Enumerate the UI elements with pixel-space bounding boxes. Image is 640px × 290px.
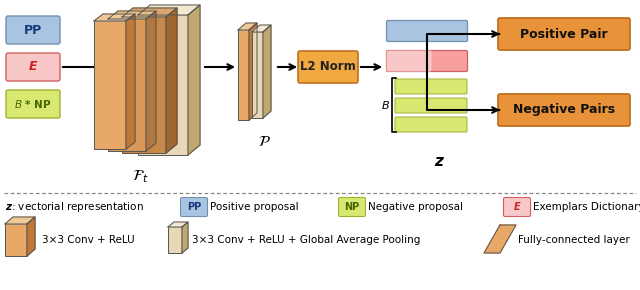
Text: 3×3 Conv + ReLU + Global Average Pooling: 3×3 Conv + ReLU + Global Average Pooling: [192, 235, 420, 245]
FancyBboxPatch shape: [504, 197, 531, 217]
Text: Positive proposal: Positive proposal: [210, 202, 299, 212]
Text: 3×3 Conv + ReLU: 3×3 Conv + ReLU: [42, 235, 134, 245]
FancyBboxPatch shape: [498, 18, 630, 50]
Text: $\mathcal{P}$: $\mathcal{P}$: [257, 135, 271, 149]
FancyBboxPatch shape: [387, 50, 431, 72]
Text: $B$ * NP: $B$ * NP: [14, 98, 52, 110]
Text: E: E: [514, 202, 520, 212]
FancyBboxPatch shape: [387, 21, 467, 41]
Polygon shape: [146, 11, 156, 151]
Text: Negative Pairs: Negative Pairs: [513, 104, 615, 117]
Polygon shape: [263, 25, 271, 118]
Polygon shape: [94, 14, 135, 21]
Text: L2 Norm: L2 Norm: [300, 61, 356, 73]
Text: PP: PP: [24, 23, 42, 37]
Polygon shape: [252, 25, 271, 32]
Polygon shape: [182, 222, 188, 253]
Polygon shape: [108, 11, 156, 19]
Polygon shape: [249, 23, 257, 120]
Bar: [108, 19, 146, 151]
FancyBboxPatch shape: [6, 90, 60, 118]
Polygon shape: [27, 217, 35, 256]
Polygon shape: [126, 14, 135, 149]
Polygon shape: [138, 5, 200, 15]
Bar: [168, 227, 182, 253]
Text: $\mathcal{F}_t$: $\mathcal{F}_t$: [132, 168, 148, 185]
Text: $B$: $B$: [381, 99, 390, 111]
FancyBboxPatch shape: [180, 197, 207, 217]
Bar: [238, 30, 249, 120]
FancyBboxPatch shape: [387, 50, 467, 72]
Polygon shape: [484, 225, 516, 253]
Bar: [94, 21, 126, 149]
Text: PP: PP: [187, 202, 201, 212]
Bar: [138, 15, 188, 155]
FancyBboxPatch shape: [395, 79, 467, 94]
Polygon shape: [168, 222, 188, 227]
FancyBboxPatch shape: [6, 16, 60, 44]
Text: NP: NP: [344, 202, 360, 212]
Polygon shape: [188, 5, 200, 155]
Polygon shape: [166, 8, 177, 153]
FancyBboxPatch shape: [339, 197, 365, 217]
FancyBboxPatch shape: [6, 53, 60, 81]
Polygon shape: [122, 8, 177, 17]
Bar: [122, 17, 166, 153]
Bar: [252, 32, 263, 118]
Bar: [5, 224, 27, 256]
FancyBboxPatch shape: [395, 117, 467, 132]
Text: Negative proposal: Negative proposal: [368, 202, 463, 212]
FancyBboxPatch shape: [395, 98, 467, 113]
Text: E: E: [29, 61, 37, 73]
Text: Exemplars Dictionary: Exemplars Dictionary: [533, 202, 640, 212]
Text: Fully-connected layer: Fully-connected layer: [518, 235, 630, 245]
Polygon shape: [238, 23, 257, 30]
Text: $\boldsymbol{z}$: $\boldsymbol{z}$: [435, 155, 445, 169]
Polygon shape: [5, 217, 35, 224]
Text: Positive Pair: Positive Pair: [520, 28, 608, 41]
Text: $\boldsymbol{z}$: vectorial representation: $\boldsymbol{z}$: vectorial representati…: [5, 200, 144, 214]
FancyBboxPatch shape: [498, 94, 630, 126]
FancyBboxPatch shape: [298, 51, 358, 83]
